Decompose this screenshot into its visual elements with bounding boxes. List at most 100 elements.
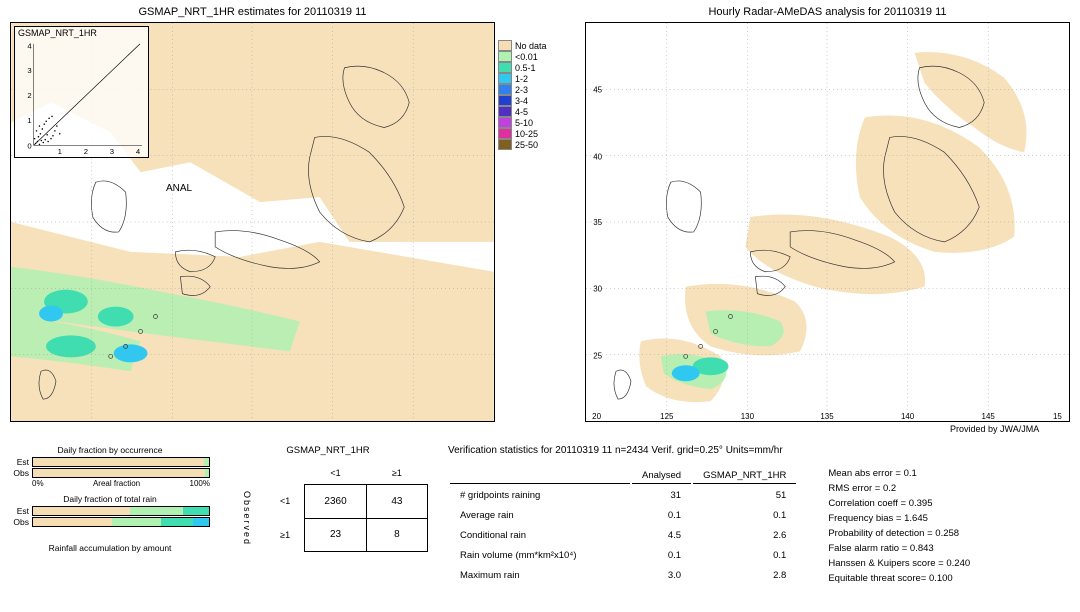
bar-segment [205,469,209,477]
legend-swatch [498,84,512,95]
legend-label: <0.01 [515,52,538,62]
table-row: Maximum rain3.02.8 [450,566,796,584]
legend-swatch [498,40,512,51]
legend-swatch [498,51,512,62]
svg-text:125: 125 [660,412,674,421]
svg-text:1: 1 [27,116,31,125]
stat-analysed: 3.0 [632,566,691,584]
col-analysed: Analysed [632,468,691,484]
legend-label: 25-50 [515,140,538,150]
totalrain-title: Daily fraction of total rain [10,494,210,504]
obs-label-2: Obs [10,517,32,527]
bar-segment [130,507,183,515]
bar-segment [183,507,209,515]
metric-row: False alarm ratio = 0.843 [828,541,970,556]
table-row: Rain volume (mm*km²x10⁴)0.10.1 [450,546,796,564]
legend-swatch [498,62,512,73]
legend-item: No data [498,40,547,51]
legend-label: 3-4 [515,96,528,106]
stat-gsmap: 51 [693,486,796,504]
legend-item: 5-10 [498,117,547,128]
stat-analysed: 4.5 [632,526,691,544]
obs-label: Obs [10,468,32,478]
svg-text:2: 2 [27,91,31,100]
stat-label: Conditional rain [450,526,630,544]
stat-label: Rain volume (mm*km²x10⁴) [450,546,630,564]
legend-item: 1-2 [498,73,547,84]
metric-row: Hanssen & Kuipers score = 0.240 [828,556,970,571]
left-map-inset: GSMAP_NRT_1HR 0 1 2 3 4 1 2 3 [14,26,149,158]
bar-segment [33,518,112,526]
metric-row: Equitable threat score= 0.100 [828,571,970,586]
stat-analysed: 0.1 [632,546,691,564]
ct-col1: <1 [305,462,367,485]
left-map-title: GSMAP_NRT_1HR estimates for 20110319 11 [10,6,495,18]
legend-label: 4-5 [515,107,528,117]
stat-gsmap: 2.6 [693,526,796,544]
legend-item: 10-25 [498,128,547,139]
ct-grid: <1≥1 Observed <1 2360 43 ≥1 23 8 [228,462,428,552]
legend-item: 3-4 [498,95,547,106]
stat-analysed: 0.1 [632,506,691,524]
ct-row2: ≥1 [266,518,305,552]
svg-text:45: 45 [593,86,602,95]
metric-row: Correlation coeff = 0.395 [828,496,970,511]
color-legend: No data<0.010.5-11-22-33-44-55-1010-2525… [498,40,547,150]
bar-segment [193,518,209,526]
svg-text:135: 135 [820,412,834,421]
table-row: Average rain0.10.1 [450,506,796,524]
legend-item: 0.5-1 [498,62,547,73]
svg-text:20: 20 [592,412,601,421]
svg-text:35: 35 [593,218,602,227]
accumulation-title: Rainfall accumulation by amount [10,543,210,553]
ct-00: 2360 [305,485,367,519]
fraction-bars: Daily fraction by occurrence Est Obs 0%A… [10,445,210,586]
legend-swatch [498,106,512,117]
axis-100: 100% [190,479,210,488]
svg-text:130: 130 [741,412,755,421]
bar-segment [33,458,204,466]
svg-text:25: 25 [593,351,602,360]
svg-text:15: 15 [1053,412,1062,421]
bar-segment [112,518,161,526]
metrics-list: Mean abs error = 0.1RMS error = 0.2Corre… [828,466,970,586]
metric-row: Mean abs error = 0.1 [828,466,970,481]
svg-text:1: 1 [58,147,62,156]
left-map: GSMAP_NRT_1HR 0 1 2 3 4 1 2 3 [10,22,495,422]
metric-row: Probability of detection = 0.258 [828,526,970,541]
svg-text:0: 0 [27,141,31,150]
legend-label: 1-2 [515,74,528,84]
ct-title: GSMAP_NRT_1HR [228,445,428,456]
stat-label: # gridpoints raining [450,486,630,504]
right-map: 20 125130 135140 14515 2530 3540 45 [585,22,1070,422]
inset-title: GSMAP_NRT_1HR [15,27,148,39]
right-map-svg: 20 125130 135140 14515 2530 3540 45 [586,23,1069,421]
bar-segment [204,458,209,466]
svg-text:3: 3 [110,147,114,156]
table-row: # gridpoints raining3151 [450,486,796,504]
bar-segment [161,518,193,526]
stats-table: AnalysedGSMAP_NRT_1HR # gridpoints raini… [448,466,798,586]
col-gsmap: GSMAP_NRT_1HR [693,468,796,484]
ct-11: 8 [366,518,427,552]
svg-text:140: 140 [901,412,915,421]
stat-gsmap: 0.1 [693,506,796,524]
right-map-title: Hourly Radar-AMeDAS analysis for 2011031… [585,6,1070,18]
ct-10: 23 [305,518,367,552]
bar-segment [33,469,205,477]
bottom-panel: Daily fraction by occurrence Est Obs 0%A… [10,445,1070,586]
stat-analysed: 31 [632,486,691,504]
legend-label: 5-10 [515,118,533,128]
svg-text:4: 4 [27,42,32,51]
legend-item: 4-5 [498,106,547,117]
occurrence-title: Daily fraction by occurrence [10,445,210,455]
svg-text:3: 3 [27,66,31,75]
inset-scatter: 0 1 2 3 4 1 2 3 4 [15,39,148,157]
ct-col2: ≥1 [366,462,427,485]
legend-swatch [498,139,512,150]
axis-mid: Areal fraction [93,479,140,488]
anal-label: ANAL [166,183,192,194]
legend-item: 25-50 [498,139,547,150]
legend-swatch [498,73,512,84]
legend-swatch [498,117,512,128]
